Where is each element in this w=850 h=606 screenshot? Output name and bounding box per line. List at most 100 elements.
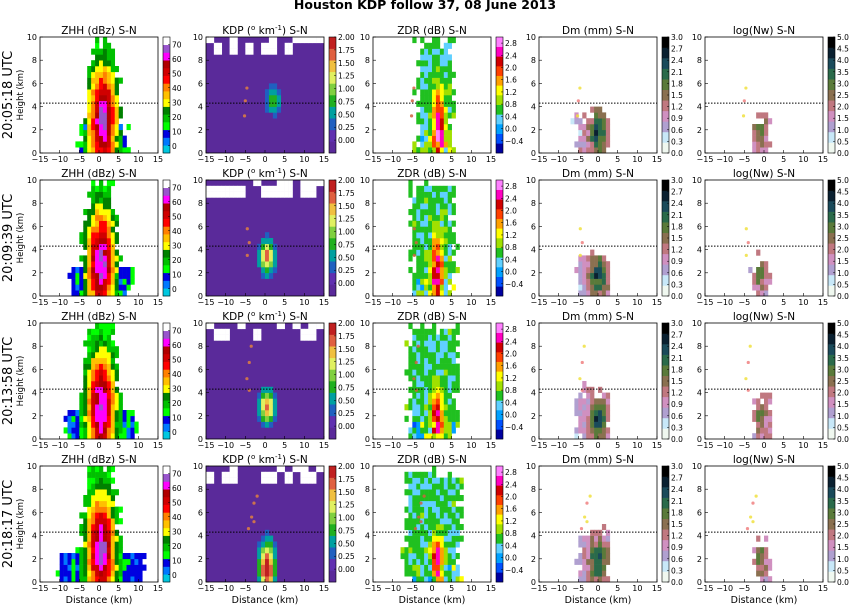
heatmap-cell bbox=[106, 106, 112, 113]
heatmap-cell bbox=[91, 118, 96, 125]
heatmap-cell bbox=[598, 112, 603, 119]
heatmap-cell bbox=[447, 60, 452, 67]
heatmap-cell bbox=[420, 553, 425, 560]
colorbar-segment bbox=[329, 500, 336, 513]
heatmap-cell bbox=[245, 48, 250, 55]
heatmap-cell bbox=[605, 141, 611, 148]
heatmap-cell bbox=[114, 290, 119, 297]
heatmap-cell bbox=[114, 272, 119, 279]
heatmap-cell bbox=[130, 421, 135, 428]
heatmap-cell bbox=[91, 100, 96, 107]
heatmap-cell bbox=[83, 129, 88, 136]
colorbar-segment bbox=[496, 276, 503, 287]
heatmap-cell bbox=[455, 477, 460, 484]
heatmap-cell bbox=[265, 392, 270, 399]
colorbar-segment bbox=[828, 365, 835, 377]
heatmap-cell bbox=[79, 410, 84, 417]
y-tick-label: 2 bbox=[198, 126, 203, 135]
heatmap-cell bbox=[130, 553, 135, 560]
colorbar-segment bbox=[496, 37, 503, 47]
heatmap-cell bbox=[439, 346, 445, 353]
heatmap-cell bbox=[439, 386, 445, 393]
y-tick-label: 8 bbox=[365, 199, 370, 208]
heatmap-cell bbox=[760, 135, 765, 142]
heatmap-cell bbox=[594, 541, 599, 548]
colorbar-segment bbox=[662, 201, 669, 212]
colorbar-tick-label: 1.50 bbox=[338, 59, 355, 68]
heatmap-cell bbox=[432, 558, 437, 565]
heatmap-cell bbox=[435, 209, 441, 216]
heatmap-cell bbox=[87, 433, 92, 440]
heatmap-cell bbox=[428, 95, 433, 102]
heatmap-cell bbox=[110, 524, 116, 531]
heatmap-cell bbox=[443, 112, 449, 119]
colorbar-segment bbox=[828, 100, 835, 112]
heatmap-cell bbox=[122, 564, 127, 571]
heatmap-cell bbox=[435, 541, 441, 548]
heatmap-cell bbox=[79, 512, 84, 519]
heatmap-cell bbox=[265, 553, 270, 560]
heatmap-cell bbox=[447, 524, 452, 531]
heatmap-cell bbox=[451, 541, 456, 548]
heatmap-cell bbox=[404, 471, 409, 478]
heatmap-cell bbox=[229, 471, 234, 478]
heatmap-cell bbox=[586, 415, 591, 422]
heatmap-cell bbox=[99, 180, 104, 187]
colorbar-tick-label: 1.5 bbox=[837, 114, 849, 123]
colorbar-segment bbox=[163, 203, 170, 212]
heatmap-cell bbox=[126, 421, 131, 428]
heatmap-cell bbox=[428, 512, 433, 519]
heatmap-cell bbox=[420, 220, 425, 227]
heatmap-cell bbox=[435, 290, 441, 297]
heatmap-cell bbox=[91, 328, 96, 335]
heatmap-cell bbox=[455, 421, 460, 428]
heatmap-cell bbox=[95, 369, 100, 376]
heatmap-cell bbox=[102, 524, 108, 531]
heatmap-cell bbox=[95, 54, 100, 61]
heatmap-cell bbox=[110, 357, 116, 364]
heatmap-cell bbox=[428, 369, 433, 376]
heatmap-cell bbox=[443, 375, 449, 382]
heatmap-cell bbox=[79, 564, 84, 571]
heatmap-cell bbox=[110, 381, 116, 388]
heatmap-cell bbox=[412, 483, 417, 490]
colorbar-segment bbox=[496, 533, 503, 544]
heatmap-cell bbox=[118, 77, 123, 84]
heatmap-cell bbox=[75, 278, 80, 285]
hydrometeor-marker bbox=[751, 501, 755, 505]
heatmap-cell bbox=[447, 346, 452, 353]
heatmap-cell bbox=[87, 100, 92, 107]
heatmap-cell bbox=[455, 541, 460, 548]
y-tick-label: 0 bbox=[198, 435, 203, 444]
heatmap-cell bbox=[130, 415, 135, 422]
heatmap-cell bbox=[122, 433, 127, 440]
heatmap-cell bbox=[102, 261, 108, 268]
x-tick-label: −5 bbox=[73, 298, 85, 307]
heatmap-cell bbox=[272, 267, 278, 274]
colorbar-tick-label: 70 bbox=[172, 469, 182, 478]
heatmap-cell bbox=[114, 558, 119, 565]
heatmap-cell bbox=[79, 232, 84, 239]
heatmap-cell bbox=[114, 352, 119, 359]
heatmap-cell bbox=[83, 357, 88, 364]
heatmap-cell bbox=[87, 352, 92, 359]
heatmap-cell bbox=[756, 278, 761, 285]
colorbar-tick-label: 50 bbox=[172, 69, 182, 78]
heatmap-cell bbox=[443, 272, 449, 279]
heatmap-cell bbox=[102, 135, 108, 142]
colorbar-tick-label: 0.3 bbox=[671, 280, 683, 289]
heatmap-cell bbox=[432, 381, 437, 388]
heatmap-cell bbox=[443, 95, 449, 102]
heatmap-cell bbox=[428, 284, 433, 291]
heatmap-cell bbox=[91, 398, 96, 405]
heatmap-cell bbox=[404, 489, 409, 496]
heatmap-cell bbox=[79, 284, 84, 291]
heatmap-cell bbox=[110, 129, 116, 136]
heatmap-cell bbox=[404, 477, 409, 484]
colorbar-segment bbox=[496, 228, 503, 239]
heatmap-cell bbox=[134, 558, 139, 565]
heatmap-cell bbox=[408, 267, 413, 274]
heatmap-cell bbox=[265, 535, 270, 542]
panel-title: log(Nw) S-N bbox=[733, 311, 795, 323]
heatmap-cell bbox=[106, 506, 112, 513]
